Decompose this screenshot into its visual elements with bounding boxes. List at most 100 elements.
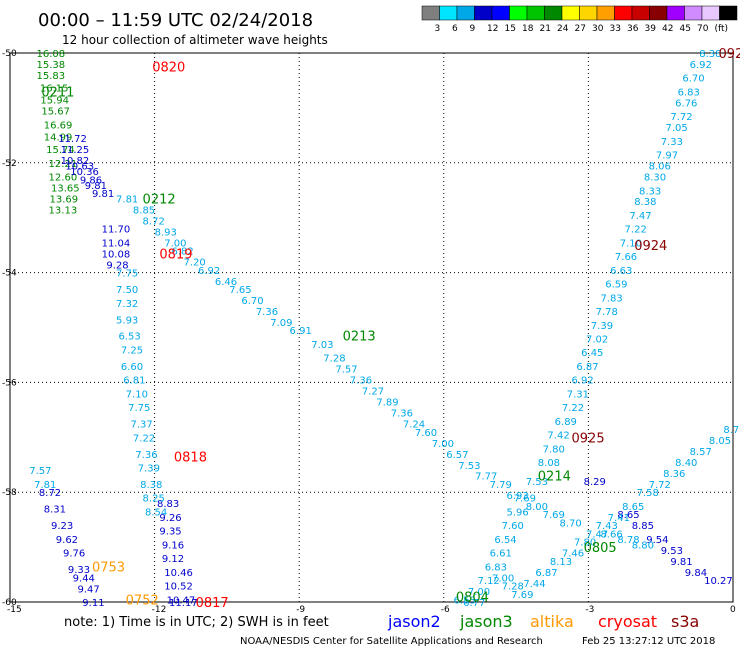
swh-value: 8.54 [145,507,167,518]
pass-time-label: 0214 [538,470,571,485]
plot-area [9,52,734,603]
swh-value: 6.92 [690,60,712,71]
swh-value: 10.27 [704,576,733,587]
swh-value: 8.38 [634,197,656,208]
swh-value: 8.05 [709,436,731,447]
swh-value: 8.25 [143,494,165,505]
swh-value: 8.29 [584,477,606,488]
legend-swatch [596,5,615,21]
swh-value: 6.81 [123,376,145,387]
swh-value: 6.77 [463,598,485,609]
swh-value: 7.39 [591,321,613,332]
swh-value: 7.44 [523,579,545,590]
swh-value: 7.00 [468,587,490,598]
swh-value: 7.00 [432,439,454,450]
legend-label: 39 [645,24,657,34]
swh-value: 7.28 [323,354,345,365]
swh-value: 7.31 [567,389,589,400]
swh-value: 6.45 [581,348,603,359]
swh-value: 8.78 [617,535,639,546]
swh-value: 7.36 [256,307,278,318]
swh-value: 8.06 [649,162,671,173]
swh-value: 15.74 [46,145,75,156]
swh-value: 8.72 [143,216,165,227]
legend-swatch [701,5,720,21]
pass-labels: 0820 0211 0212 0819 0213 0818 0753 0752 0817 0924… [41,47,740,611]
pass-time-label: 0819 [159,247,192,262]
swh-value: 15.94 [40,96,69,107]
legend-label: 33 [610,24,621,34]
legend-swatch [684,5,703,21]
swh-value: 7.97 [656,151,678,162]
swh-value: 11.25 [61,145,90,156]
swh-value: 9.62 [56,535,78,546]
legend-label: 30 [592,24,604,34]
swh-value: 7.12 [478,576,500,587]
chart-subtitle: 12 hour collection of altimeter wave hei… [62,33,328,47]
swh-value: 7.77 [475,472,497,483]
swh-value: 7.83 [600,293,622,304]
swh-value: 6.92 [198,266,220,277]
swh-value: 14.99 [44,132,73,143]
chart-title: 00:00 – 11:59 UTC 02/24/2018 [38,10,313,31]
pass-time-label: 0211 [41,85,74,100]
legend-swatch [666,5,685,21]
legend-swatch [649,5,668,21]
swh-value: 7.24 [403,420,425,431]
swh-value: 9.26 [159,513,181,524]
swh-value: 7.75 [116,269,138,280]
pass-time-label: 0804 [456,591,489,606]
legend-label: 18 [522,24,534,34]
legend-swatch [579,5,598,21]
swh-value: 7.36 [350,376,372,387]
swh-value: 8.30 [644,173,666,184]
legend-label: 15 [505,24,516,34]
swh-value: 6.76 [675,98,697,109]
swh-value: 15.67 [41,107,70,118]
swh-value: 10.63 [65,162,94,173]
swh-value: 10.82 [61,156,90,167]
swh-value: 16.08 [37,49,66,60]
swh-value: 7.22 [133,433,155,444]
x-tick-label: 0 [730,605,736,615]
legend-swatch [474,5,493,21]
y-tick-label: -58 [2,488,17,498]
y-tick-label: -56 [2,378,17,388]
footer-note: note: 1) Time is in UTC; 2) SWH is in fe… [64,615,329,630]
swh-value: 12.21 [49,159,78,170]
pass-time-label: 0817 [196,596,229,611]
satellite-name: jason2 [387,612,441,631]
plot-border [9,52,734,603]
swh-value: 9.28 [106,260,128,271]
swh-value: 9.12 [162,554,184,565]
pass-time-label: 0924 [634,239,667,254]
swh-value: 7.80 [543,444,565,455]
legend-label: 42 [662,24,673,34]
swh-value: 9.81 [670,557,692,568]
swh-value: 7.27 [362,387,384,398]
swh-value: 8.40 [675,458,697,469]
legend-label: 21 [540,24,551,34]
swh-value: 16.15 [40,84,69,95]
x-tick-label: -3 [585,605,594,615]
legend-label: 3 [435,24,441,34]
swh-value: 10.52 [164,582,193,593]
swh-value: 8.66 [600,529,622,540]
swh-value: 7.53 [458,461,480,472]
swh-value: 7.09 [270,318,292,329]
swh-value: 7.22 [562,403,584,414]
legend-label: 45 [680,24,691,34]
swh-value: 8.38 [140,480,162,491]
swh-value: 7.46 [562,549,584,560]
swh-value: 7.36 [391,409,413,420]
legend-label: 12 [487,24,498,34]
x-tick-label: -6 [441,605,450,615]
swh-value: 8.79 [723,425,740,436]
swh-value: 7.10 [620,238,642,249]
swh-value: 9.23 [51,521,73,532]
swh-value: 7.37 [131,420,153,431]
swh-value: 9.84 [685,568,707,579]
x-tick-label: -15 [7,605,22,615]
legend-label: 36 [627,24,639,34]
